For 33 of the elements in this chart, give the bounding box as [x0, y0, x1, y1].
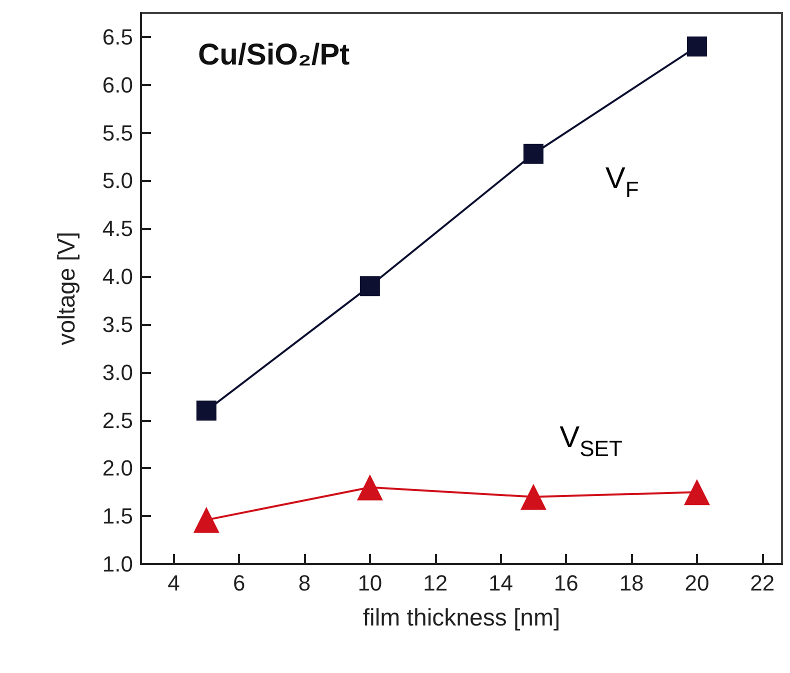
y-tick-label: 4.5 [102, 216, 133, 242]
point [684, 479, 710, 506]
x-tick-label: 20 [684, 570, 710, 596]
x-axis-title: film thickness [nm] [362, 604, 560, 632]
y-tick-label: 2.5 [102, 408, 133, 433]
point [520, 484, 546, 510]
y-axis-title: voltage [V] [54, 232, 80, 346]
x-tick-label: 22 [750, 570, 775, 596]
x-tick-label: 6 [232, 570, 246, 596]
x-tick-label: 16 [554, 570, 578, 596]
y-tick-label: 3.5 [102, 312, 133, 337]
y-tick-label: 4.0 [102, 264, 133, 290]
y-tick-label: 1.0 [102, 552, 133, 576]
x-tick-label: 12 [423, 570, 448, 596]
y-tick-label: 3.0 [102, 360, 133, 385]
x-tick-label: 10 [358, 570, 382, 596]
y-tick-label: 6.0 [102, 72, 133, 98]
point [196, 400, 216, 421]
point [356, 474, 383, 500]
y-tick-label: 5.0 [102, 168, 133, 194]
y-tick-label: 6.5 [102, 24, 133, 50]
annotation: Cu/SiO₂/Pt [198, 38, 350, 72]
y-tick-label: 5.5 [102, 120, 133, 146]
x-tick-label: 18 [619, 570, 644, 596]
x-tick-label: 4 [168, 570, 180, 596]
x-tick-label: 14 [488, 570, 513, 596]
x-tick-label: 8 [298, 570, 311, 596]
point [523, 144, 544, 164]
point [686, 36, 707, 57]
y-tick-label: 1.5 [102, 504, 133, 529]
y-tick-label: 2.0 [102, 456, 133, 481]
point [360, 276, 380, 296]
point [193, 506, 220, 533]
